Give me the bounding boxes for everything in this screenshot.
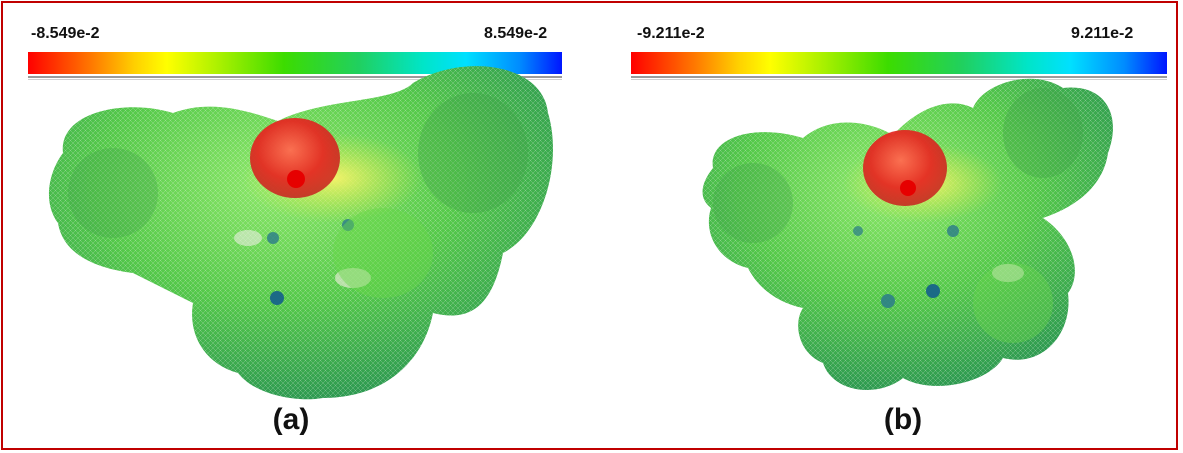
nitrogen-atom [270, 291, 284, 305]
colorbar-underline-light [28, 79, 562, 80]
oxygen-atom [900, 180, 916, 196]
mep-surface-image [48, 66, 553, 400]
panel-caption: (a) [272, 403, 310, 436]
colorbar-underline [631, 76, 1167, 78]
oxygen-atom [287, 170, 305, 188]
panel-a: -8.549e-2 8.549e-2 [3, 3, 583, 452]
colorbar [28, 52, 562, 74]
molecular-surface [702, 78, 1113, 390]
molecular-surface [48, 66, 553, 400]
colorbar-min-label: -8.549e-2 [31, 25, 100, 42]
nitrogen-atom [926, 284, 940, 298]
panel-caption: (b) [883, 403, 923, 436]
colorbar-underline-light [631, 79, 1167, 80]
panel-b: -9.211e-2 9.211e-2 [603, 3, 1180, 452]
mep-surface-image [702, 78, 1113, 390]
colorbar-max-label: 9.211e-2 [1071, 25, 1134, 42]
colorbar-min-label: -9.211e-2 [637, 25, 705, 42]
colorbar-max-label: 8.549e-2 [484, 25, 548, 42]
colorbar-underline [28, 76, 562, 78]
colorbar [631, 52, 1167, 74]
